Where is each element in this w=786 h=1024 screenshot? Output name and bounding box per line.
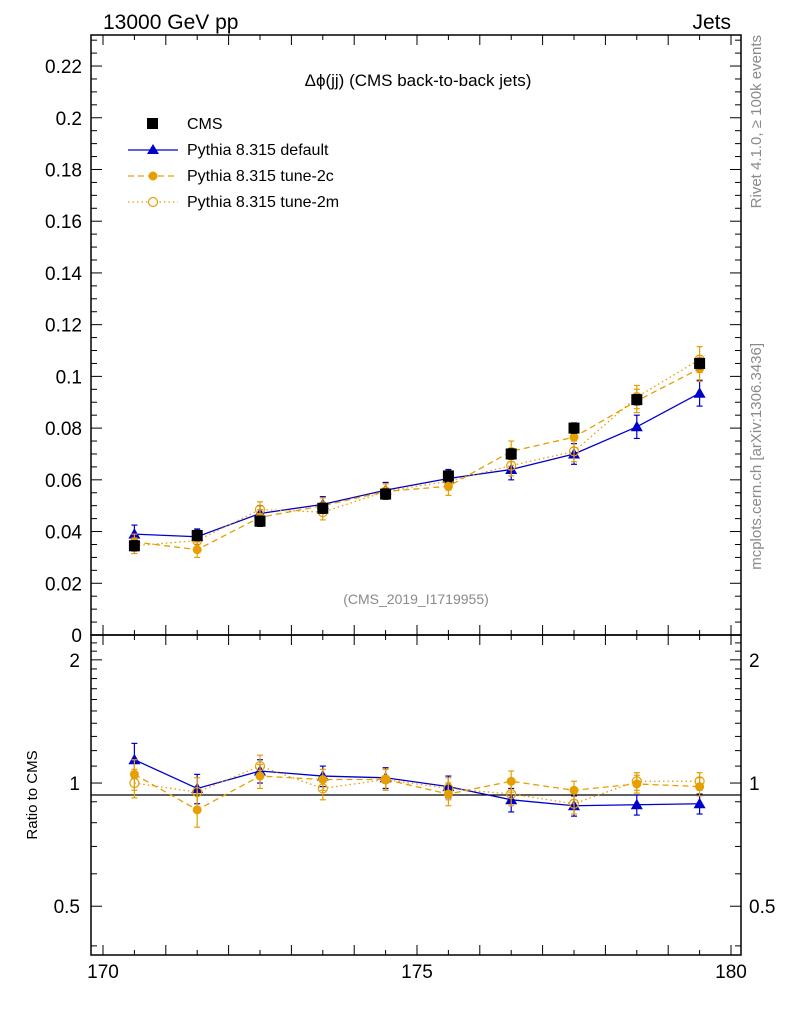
ratio-line-pythia-8-315-tune-2c [134,773,700,811]
y-tick-label: 0.06 [45,471,82,492]
y-tick-label: 0.04 [45,523,82,544]
data-point-cms [442,470,454,482]
y-tick-label: 0.2 [56,109,82,130]
y-tick-label: 0.1 [56,367,82,388]
legend-label-tune-2c: Pythia 8.315 tune-2c [187,168,334,185]
ratio-point-pythia-8-315-tune-2m [694,776,705,787]
data-point-pythia-8-315-tune-2m [506,460,517,471]
ratio-point-pythia-8-315-tune-2m [631,776,642,787]
data-point-cms [380,488,392,500]
data-point-cms [694,357,706,369]
ratio-axis-label: Ratio to CMS [24,750,41,839]
ratio-point-pythia-8-315-tune-2m [443,783,454,794]
ratio-point-pythia-8-315-tune-2m [506,788,517,800]
data-point-pythia-8-315-default [693,387,706,398]
ratio-line-pythia-8-315-default [134,759,700,807]
ratio-line-pythia-8-315-tune-2m [134,765,700,805]
ratio-tick-label: 2 [69,651,80,672]
y-tick-label: 0.12 [45,316,82,337]
ratio-point-pythia-8-315-tune-2m [254,760,266,772]
legend: CMS Pythia 8.315 default Pythia 8.315 tu… [128,116,339,211]
legend-marker-default [147,144,159,154]
plot-title: Δϕ(jj) (CMS back-to-back jets) [305,71,532,90]
data-point-pythia-8-315-tune-2c [192,545,202,555]
ratio-tick-label-right: 0.5 [749,897,775,918]
y-tick-label: 0.18 [45,160,82,181]
data-point-pythia-8-315-tune-2m [254,504,266,515]
ratio-point-pythia-8-315-default [128,753,141,765]
data-point-cms [317,502,329,514]
x-tick-label: 170 [87,962,119,983]
legend-label-cms: CMS [187,116,223,133]
y-tick-label: 0.02 [45,574,82,595]
ratio-point-pythia-8-315-tune-2m [192,787,203,798]
data-point-cms [191,529,203,541]
legend-label-default: Pythia 8.315 default [187,142,329,159]
data-point-pythia-8-315-default [630,420,643,432]
analysis-id: (CMS_2019_I1719955) [343,591,489,607]
series-line-pythia-8-315-tune-2c [134,368,700,551]
axes: 170 175 180 0 0.02 0.04 0.06 0.08 0.1 0.12 0.14 0.1… [45,35,775,983]
y-tick-label: 0 [71,626,82,647]
data-point-cms [631,394,643,406]
legend-marker-tune-2c [148,171,158,181]
data-point-pythia-8-315-tune-2m [568,446,580,457]
x-tick-label: 175 [401,962,433,983]
y-tick-label: 0.16 [45,212,82,233]
data-marks [128,346,706,828]
ratio-tick-label: 1 [69,774,80,795]
ratio-tick-label-right: 1 [749,774,760,795]
ratio-point-pythia-8-315-tune-2m [317,783,328,794]
header-left: 13000 GeV pp [103,11,238,34]
data-point-cms [128,540,140,552]
side-label-rivet: Rivet 4.1.0, ≥ 100k events [748,35,765,208]
legend-marker-tune-2m [147,196,159,208]
x-tick-label: 180 [715,962,747,983]
ratio-point-pythia-8-315-default [630,798,643,810]
y-tick-label: 0.08 [45,419,82,440]
data-point-pythia-8-315-tune-2c [569,432,579,442]
ratio-point-pythia-8-315-tune-2m [129,777,140,789]
data-point-cms [254,515,266,527]
ratio-tick-label-right: 2 [749,651,760,672]
series-line-pythia-8-315-tune-2m [134,359,700,547]
header-right: Jets [692,11,731,34]
ratio-point-pythia-8-315-tune-2m [568,798,580,809]
legend-marker-cms [147,118,158,129]
data-point-cms [505,448,517,460]
ratio-point-pythia-8-315-default [693,797,706,809]
ratio-point-pythia-8-315-tune-2c [569,785,579,795]
data-point-pythia-8-315-default [128,528,141,539]
y-tick-label: 0.22 [45,57,82,78]
series-line-pythia-8-315-default [134,392,700,538]
y-tick-label: 0.14 [45,264,82,285]
ratio-tick-label: 0.5 [54,897,80,918]
data-point-cms [568,422,580,434]
legend-label-tune-2m: Pythia 8.315 tune-2m [187,194,339,211]
ratio-point-pythia-8-315-tune-2m [380,774,391,785]
side-label-mcplots: mcplots.cern.ch [arXiv:1306.3436] [748,343,765,570]
